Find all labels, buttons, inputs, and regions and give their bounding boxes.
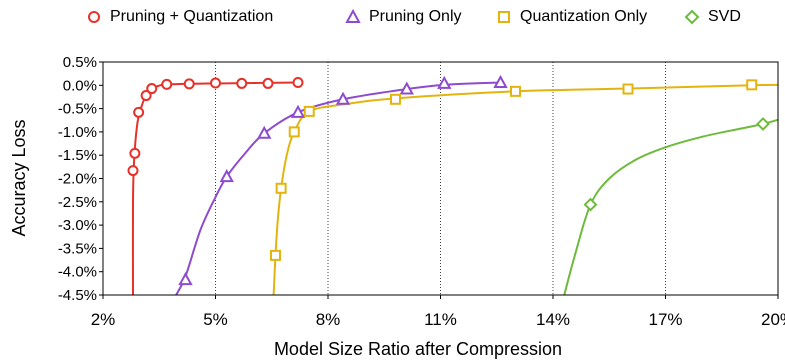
data-point	[399, 81, 414, 95]
data-point	[161, 78, 173, 90]
data-point	[178, 272, 193, 286]
data-point	[756, 117, 770, 131]
y-tick-label: -1.5%	[58, 147, 97, 164]
x-axis-ticks: 2% 5% 8% 11% 14% 17% 20%	[91, 295, 785, 329]
data-point	[146, 83, 158, 95]
legend: Pruning + Quantization Pruning Only Quan…	[0, 4, 785, 30]
x-tick-label: 14%	[536, 310, 570, 329]
data-point	[622, 83, 634, 95]
data-point	[292, 77, 304, 89]
y-tick-label: 0.5%	[63, 54, 97, 71]
triangle-marker-icon	[345, 9, 361, 23]
data-point	[510, 85, 521, 97]
data-point	[290, 104, 306, 118]
legend-item-pruning-only: Pruning Only	[345, 4, 462, 30]
data-point	[129, 147, 141, 159]
circle-marker-icon	[88, 11, 100, 23]
y-tick-label: -3.0%	[58, 217, 97, 234]
legend-label: Quantization Only	[520, 8, 648, 25]
series-line	[272, 83, 778, 295]
data-point	[210, 77, 221, 89]
data-point	[335, 91, 351, 105]
data-point	[493, 74, 508, 89]
data-point	[257, 125, 272, 139]
y-axis-ticks: 0.5% 0.0% -0.5% -1.0% -1.5% -2.0% -2.5% -3.0% -3…	[58, 54, 103, 304]
y-tick-label: 0.0%	[63, 77, 97, 94]
series-line	[175, 81, 501, 295]
data-point	[583, 197, 598, 212]
x-tick-label: 11%	[424, 310, 457, 329]
x-tick-label: 5%	[203, 310, 228, 329]
data-point	[219, 169, 234, 183]
y-tick-label: -2.0%	[58, 171, 97, 188]
y-axis-label: Accuracy Loss	[9, 119, 29, 236]
x-tick-label: 8%	[316, 310, 341, 329]
data-point	[746, 79, 758, 91]
y-tick-label: -3.5%	[58, 240, 97, 257]
legend-item-svd: SVD	[684, 4, 741, 30]
y-tick-label: -2.5%	[58, 194, 97, 211]
series-line	[563, 118, 778, 295]
data-point	[288, 126, 300, 138]
data-point	[183, 78, 195, 90]
square-marker-icon	[498, 11, 510, 23]
data-point	[270, 249, 281, 261]
series-lines	[131, 81, 778, 295]
data-point	[127, 165, 139, 177]
data-point	[140, 90, 152, 102]
y-tick-label: -0.5%	[58, 101, 97, 118]
data-point	[303, 105, 315, 117]
x-tick-label: 20%	[761, 310, 785, 329]
legend-item-pruning-quantization: Pruning + Quantization	[86, 4, 273, 30]
legend-item-quantization-only: Quantization Only	[496, 4, 647, 30]
data-point	[236, 77, 248, 89]
data-point	[275, 182, 287, 194]
data-point	[390, 93, 401, 105]
x-tick-label: 17%	[648, 310, 682, 329]
diamond-marker-icon	[684, 9, 700, 25]
data-point	[437, 75, 452, 89]
y-tick-label: -4.0%	[58, 264, 97, 281]
y-tick-label: -4.5%	[58, 287, 97, 304]
y-tick-label: -1.0%	[58, 124, 97, 141]
x-tick-label: 2%	[91, 310, 116, 329]
data-point	[133, 106, 145, 118]
legend-label: SVD	[708, 8, 741, 25]
legend-label: Pruning Only	[369, 8, 462, 25]
x-axis-label: Model Size Ratio after Compression	[274, 339, 562, 359]
data-point	[262, 77, 274, 89]
series-markers	[127, 74, 770, 286]
legend-label: Pruning + Quantization	[110, 8, 274, 25]
